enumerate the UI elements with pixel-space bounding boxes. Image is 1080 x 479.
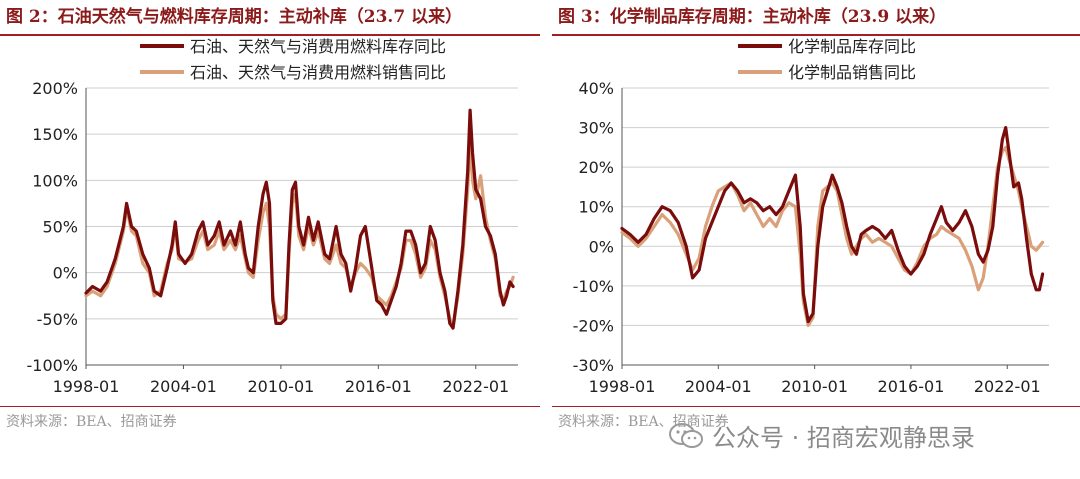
series-line-inventory (622, 128, 1043, 322)
legend-label: 石油、天然气与消费用燃料库存同比 (190, 37, 446, 56)
y-tick-label: 50% (42, 218, 78, 237)
y-tick-label: -30% (573, 356, 614, 375)
y-tick-label: 0% (53, 264, 78, 283)
legend-label: 化学制品库存同比 (788, 37, 916, 56)
y-tick-label: -50% (37, 310, 78, 329)
legend-label: 化学制品销售同比 (788, 63, 916, 82)
x-tick-label: 2004-01 (685, 377, 752, 396)
y-tick-label: 20% (578, 158, 614, 177)
wechat-icon (668, 421, 704, 451)
y-tick-label: 30% (578, 119, 614, 138)
source-divider (552, 406, 1080, 407)
x-tick-label: 2010-01 (781, 377, 848, 396)
x-tick-label: 2022-01 (442, 377, 509, 396)
x-tick-label: 2016-01 (878, 377, 945, 396)
x-tick-label: 2010-01 (247, 377, 314, 396)
chart-oil-gas: -100% -50% 0% 50% 100% 150% 200% 1998-01 2004-01… (0, 0, 540, 406)
source-note: 资料来源：BEA、招商证券 (6, 411, 177, 431)
y-tick-label: 150% (32, 125, 78, 144)
y-tick-label: 10% (578, 198, 614, 217)
x-tick-label: 2022-01 (974, 377, 1041, 396)
series-line-inventory (86, 110, 513, 328)
watermark-text: 公众号 · 招商宏观静思录 (712, 418, 975, 453)
y-tick-label: 0% (589, 237, 614, 256)
legend-label: 石油、天然气与消费用燃料销售同比 (190, 63, 446, 82)
x-tick-label: 2016-01 (345, 377, 412, 396)
watermark: 公众号 · 招商宏观静思录 (668, 418, 975, 453)
y-tick-label: 100% (32, 171, 78, 190)
x-tick-label: 1998-01 (53, 377, 120, 396)
y-tick-label: -10% (573, 277, 614, 296)
source-divider (0, 406, 540, 407)
chart-chemicals: -30% -20% -10% 0% 10% 20% 30% 40% 1998-01 2004-01… (552, 0, 1080, 406)
x-tick-label: 2004-01 (150, 377, 217, 396)
y-tick-label: 200% (32, 79, 78, 98)
y-tick-label: 40% (578, 79, 614, 98)
y-tick-label: -20% (573, 316, 614, 335)
y-tick-label: -100% (26, 356, 78, 375)
x-tick-label: 1998-01 (589, 377, 656, 396)
